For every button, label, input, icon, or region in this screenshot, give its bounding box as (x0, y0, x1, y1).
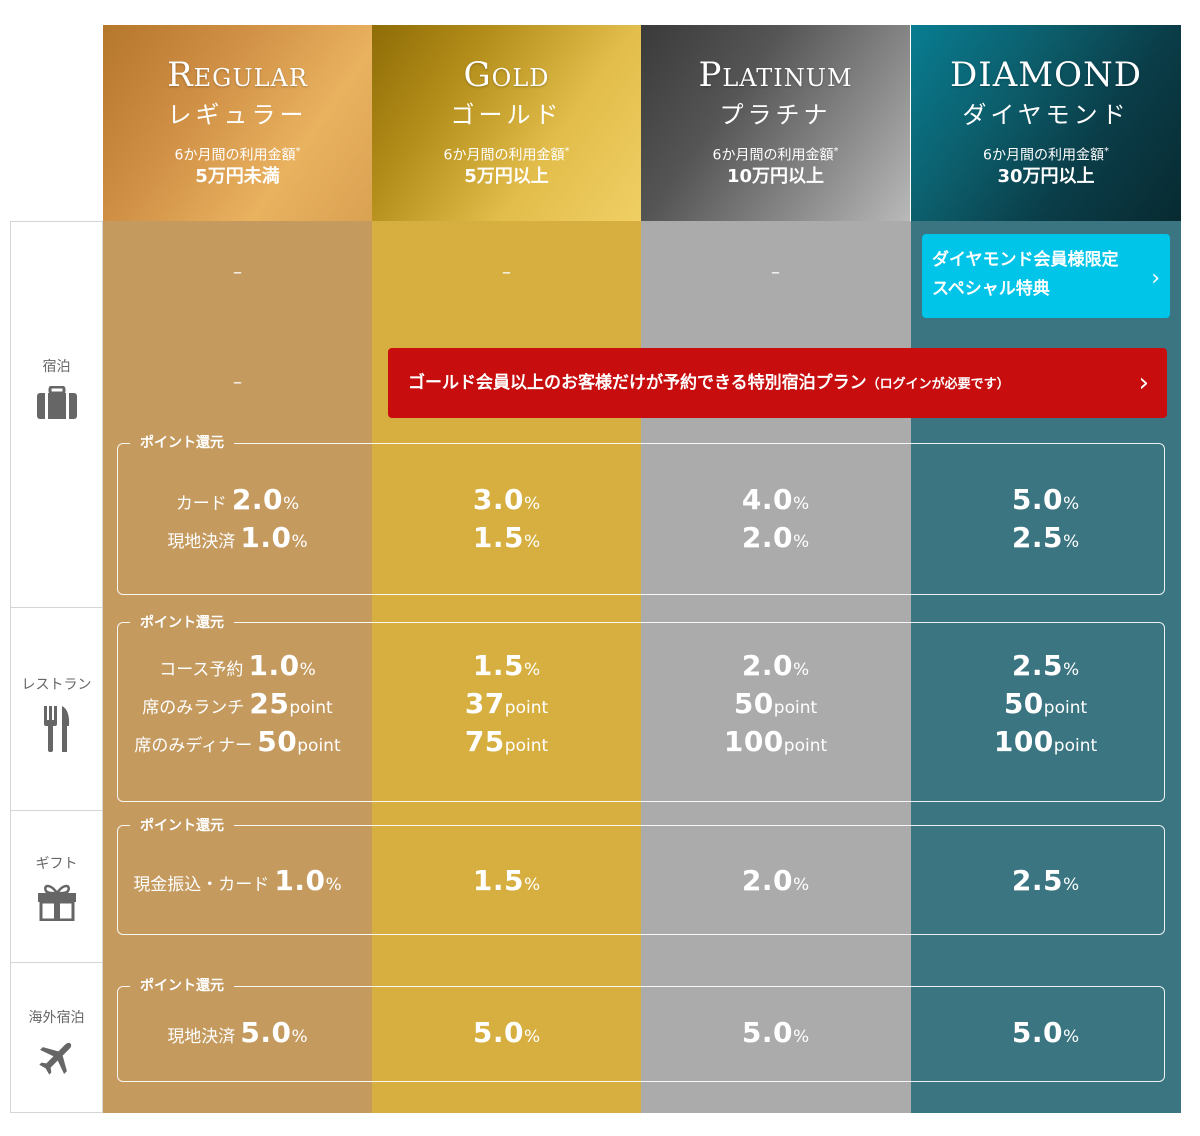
overseas-onsite-regular: 現地決済 5.0% (167, 1016, 308, 1049)
category-label: 宿泊 (42, 359, 71, 375)
dash: – (502, 262, 511, 283)
tier-kana: ダイヤモンド (962, 101, 1130, 129)
hotel-onsite-platinum: 2.0% (741, 521, 810, 554)
restaurant-course-diamond: 2.5% (1011, 649, 1080, 682)
category-overseas: 海外宿泊 (11, 963, 102, 1114)
tier-name: Platinum (698, 55, 853, 95)
category-gift: ギフト (11, 811, 102, 963)
tier-condition: 6か月間の利用金額* (443, 146, 570, 164)
airplane-icon (38, 1042, 71, 1075)
restaurant-lunch-platinum: 50point (733, 687, 818, 720)
restaurant-lunch-regular: 席のみランチ 25point (142, 687, 333, 720)
tier-kana: レギュラー (167, 101, 308, 129)
tier-amount: 30万円以上 (997, 165, 1095, 187)
tier-condition: 6か月間の利用金額* (174, 146, 301, 164)
column-regular (103, 221, 372, 1113)
diamond-special-benefit-button[interactable]: ダイヤモンド会員様限定 スペシャル特典 › (922, 234, 1170, 318)
restaurant-course-platinum: 2.0% (741, 649, 810, 682)
category-restaurant: レストラン (11, 608, 102, 811)
tier-amount: 5万円以上 (464, 165, 549, 187)
restaurant-course-regular: コース予約 1.0% (159, 649, 316, 682)
restaurant-dinner-gold: 75point (464, 725, 549, 758)
tier-name: Regular (167, 55, 308, 95)
restaurant-lunch-gold: 37point (464, 687, 549, 720)
point-return-label: ポイント還元 (130, 614, 234, 632)
restaurant-dinner-platinum: 100point (723, 725, 828, 758)
point-return-label: ポイント還元 (130, 817, 234, 835)
category-column: 宿泊 レストラン ギフト 海外宿泊 (10, 221, 103, 1113)
tier-amount: 5万円未満 (195, 165, 280, 187)
restaurant-dinner-regular: 席のみディナー 50point (134, 725, 341, 758)
hotel-points-box (117, 443, 1165, 595)
gift-points-box (117, 825, 1165, 935)
hotel-card-diamond: 5.0% (1011, 483, 1080, 516)
banner-text: ゴールド会員以上のお客様だけが予約できる特別宿泊プラン (408, 373, 867, 393)
restaurant-lunch-diamond: 50point (1003, 687, 1088, 720)
chevron-right-icon: › (1151, 266, 1160, 291)
gift-transfer-platinum: 2.0% (741, 864, 810, 897)
category-label: ギフト (35, 856, 78, 872)
tier-header-platinum: Platinum プラチナ 6か月間の利用金額* 10万円以上 (641, 25, 910, 221)
overseas-onsite-gold: 5.0% (472, 1016, 541, 1049)
overseas-onsite-diamond: 5.0% (1011, 1016, 1080, 1049)
tier-amount: 10万円以上 (726, 165, 825, 187)
restaurant-points-box (117, 622, 1165, 802)
dash: – (233, 372, 242, 393)
category-label: 海外宿泊 (28, 1010, 85, 1026)
overseas-onsite-platinum: 5.0% (741, 1016, 810, 1049)
tier-kana: ゴールド (450, 101, 563, 129)
tier-name: DIAMOND (950, 55, 1142, 95)
gift-transfer-diamond: 2.5% (1011, 864, 1080, 897)
suitcase-icon (36, 386, 77, 419)
restaurant-course-gold: 1.5% (472, 649, 541, 682)
hotel-onsite-gold: 1.5% (472, 521, 541, 554)
tier-header-regular: Regular レギュラー 6か月間の利用金額* 5万円未満 (103, 25, 372, 221)
tier-header-diamond: DIAMOND ダイヤモンド 6か月間の利用金額* 30万円以上 (911, 25, 1181, 221)
banner-note: （ログインが必要です） (866, 377, 1010, 392)
diamond-benefit-line2: スペシャル特典 (932, 279, 1050, 299)
hotel-onsite-diamond: 2.5% (1011, 521, 1080, 554)
category-label: レストラン (21, 677, 92, 693)
gold-special-plan-banner[interactable]: ゴールド会員以上のお客様だけが予約できる特別宿泊プラン（ログインが必要です） › (388, 348, 1167, 418)
fork-knife-icon (43, 706, 69, 752)
tier-header-gold: Gold ゴールド 6か月間の利用金額* 5万円以上 (372, 25, 641, 221)
gift-transfer-gold: 1.5% (472, 864, 541, 897)
tier-kana: プラチナ (719, 101, 832, 129)
hotel-onsite-regular: 現地決済 1.0% (167, 521, 308, 554)
tier-name: Gold (463, 55, 550, 95)
gift-transfer-regular: 現金振込・カード 1.0% (133, 864, 342, 897)
dash: – (771, 262, 780, 283)
point-return-label: ポイント還元 (130, 977, 234, 995)
hotel-card-gold: 3.0% (472, 483, 541, 516)
hotel-card-regular: カード 2.0% (175, 483, 300, 516)
category-hotel: 宿泊 (11, 222, 102, 608)
tier-condition: 6か月間の利用金額* (712, 146, 839, 164)
diamond-benefit-line1: ダイヤモンド会員様限定 (932, 250, 1119, 270)
gift-icon (37, 884, 76, 921)
overseas-points-box (117, 986, 1165, 1082)
tier-condition: 6か月間の利用金額* (983, 146, 1109, 164)
dash: – (233, 262, 242, 283)
chevron-right-icon: › (1138, 368, 1149, 398)
restaurant-dinner-diamond: 100point (993, 725, 1098, 758)
hotel-card-platinum: 4.0% (741, 483, 810, 516)
point-return-label: ポイント還元 (130, 434, 234, 452)
